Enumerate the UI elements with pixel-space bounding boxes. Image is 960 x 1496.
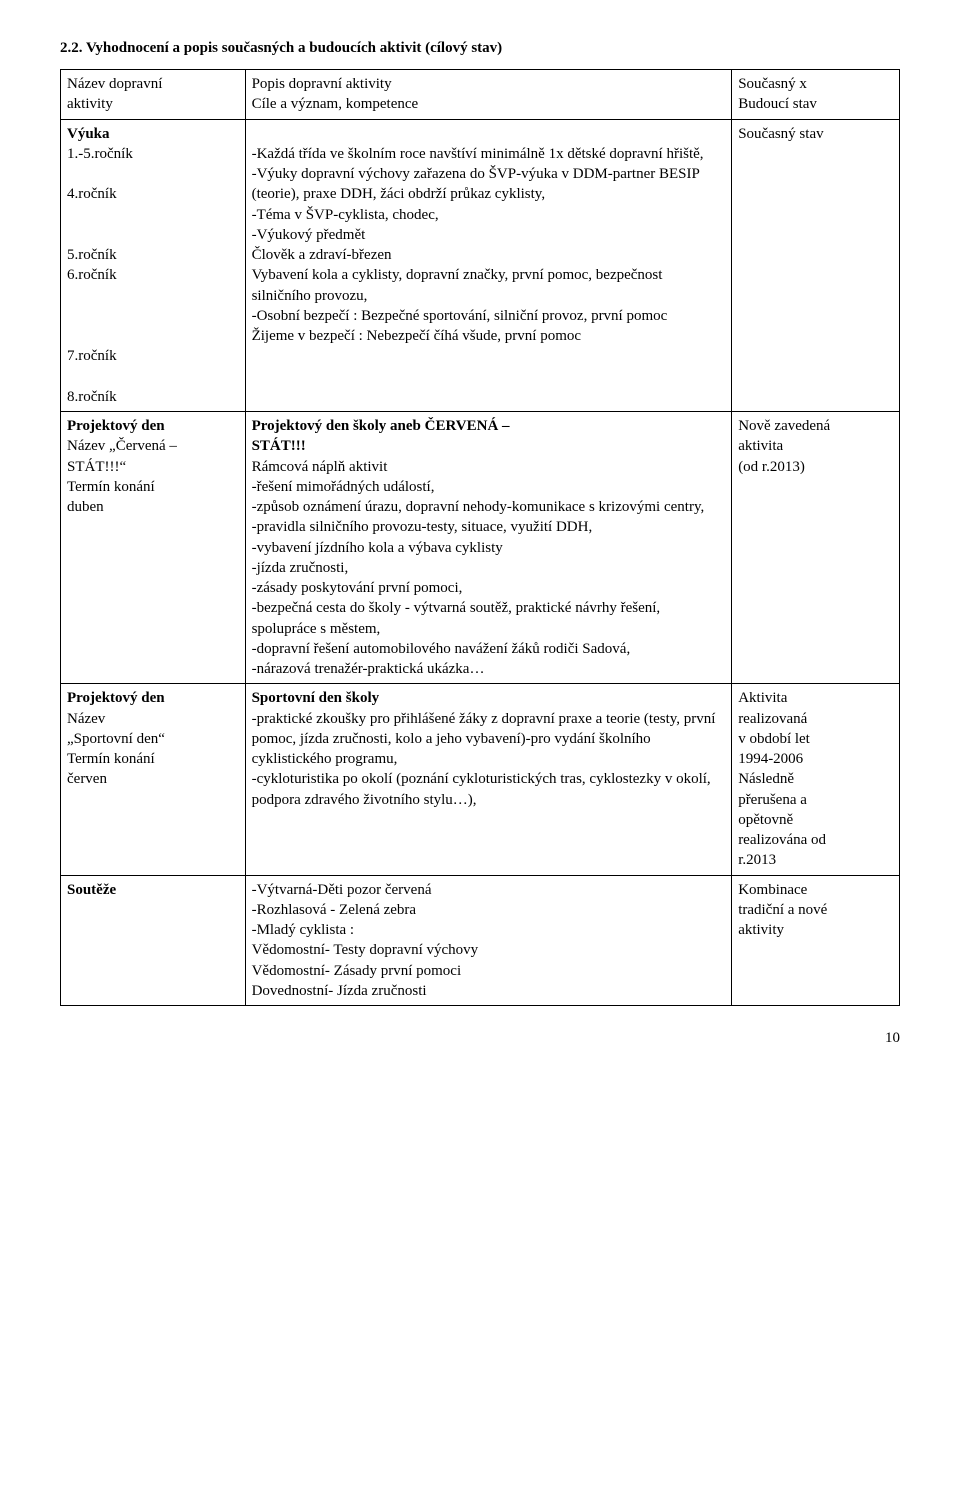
desc-line: -bezpečná cesta do školy - výtvarná sout… [252, 600, 661, 636]
desc-line: -Osobní bezpečí : Bezpečné sportování, s… [252, 308, 668, 324]
label-line: 6.ročník [67, 267, 117, 283]
table-row: Výuka 1.-5.ročník 4.ročník 5.ročník 6.ro… [61, 119, 900, 412]
right-text: opětovně [738, 812, 793, 828]
right-text: r.2013 [738, 852, 776, 868]
row3-desc: Sportovní den školy -praktické zkoušky p… [245, 684, 732, 875]
header-col2: Popis dopravní aktivity Cíle a význam, k… [245, 70, 732, 120]
desc-line: -Téma v ŠVP-cyklista, chodec, [252, 207, 439, 223]
label-line: duben [67, 499, 104, 515]
row2-desc: Projektový den školy aneb ČERVENÁ – STÁT… [245, 412, 732, 684]
label-bold: Projektový den [67, 690, 165, 706]
desc-line: -cykloturistika po okolí (poznání cyklot… [252, 771, 711, 807]
page-number: 10 [60, 1030, 900, 1047]
right-text: přerušena a [738, 792, 807, 808]
header-text: Budoucí stav [738, 96, 817, 112]
row1-desc: -Každá třída ve školním roce navštíví mi… [245, 119, 732, 412]
right-text: realizovaná [738, 711, 807, 727]
label-line: Název [67, 711, 105, 727]
label-line: Název „Červená – [67, 438, 177, 454]
right-text: aktivity [738, 922, 784, 938]
header-text: aktivity [67, 96, 113, 112]
desc-line: -Výukový předmět [252, 227, 366, 243]
row2-label: Projektový den Název „Červená – STÁT!!!“… [61, 412, 246, 684]
desc-line: -vybavení jízdního kola a výbava cyklist… [252, 540, 503, 556]
row4-label: Soutěže [61, 875, 246, 1006]
desc-line: -Výuky dopravní výchovy zařazena do ŠVP-… [252, 166, 700, 202]
desc-line: -řešení mimořádných událostí, [252, 479, 435, 495]
right-text: (od r.2013) [738, 459, 805, 475]
desc-bold-line: Sportovní den školy [252, 690, 380, 706]
table-row: Projektový den Název „Červená – STÁT!!!“… [61, 412, 900, 684]
row1-label: Výuka 1.-5.ročník 4.ročník 5.ročník 6.ro… [61, 119, 246, 412]
header-text: Popis dopravní aktivity [252, 76, 392, 92]
label-line: Termín konání [67, 479, 155, 495]
label-line: 5.ročník [67, 247, 117, 263]
right-text: Kombinace [738, 882, 807, 898]
header-text: Název dopravní [67, 76, 162, 92]
row1-right: Současný stav [732, 119, 900, 412]
desc-line: -praktické zkoušky pro přihlášené žáky z… [252, 711, 716, 768]
desc-line: Člověk a zdraví-březen [252, 247, 392, 263]
row2-right: Nově zavedená aktivita (od r.2013) [732, 412, 900, 684]
desc-line: Vědomostní- Zásady první pomoci [252, 963, 462, 979]
desc-bold-line: STÁT!!! [252, 438, 306, 454]
desc-line: -pravidla silničního provozu-testy, situ… [252, 519, 593, 535]
header-text: Cíle a význam, kompetence [252, 96, 419, 112]
desc-line: Rámcová náplň aktivit [252, 459, 388, 475]
right-text: realizována od [738, 832, 826, 848]
table-header-row: Název dopravní aktivity Popis dopravní a… [61, 70, 900, 120]
desc-line: Vědomostní- Testy dopravní výchovy [252, 942, 479, 958]
right-text: Nově zavedená [738, 418, 830, 434]
header-col3: Současný x Budoucí stav [732, 70, 900, 120]
desc-line: Žijeme v bezpečí : Nebezpečí číhá všude,… [252, 328, 581, 344]
header-col1: Název dopravní aktivity [61, 70, 246, 120]
desc-line: -Výtvarná-Děti pozor červená [252, 882, 432, 898]
label-bold: Projektový den [67, 418, 165, 434]
row3-right: Aktivita realizovaná v období let 1994-2… [732, 684, 900, 875]
label-bold: Soutěže [67, 882, 116, 898]
desc-line: -dopravní řešení automobilového navážení… [252, 641, 631, 657]
label-line: „Sportovní den“ [67, 731, 165, 747]
right-text: aktivita [738, 438, 783, 454]
label-bold: Výuka [67, 126, 110, 142]
desc-line: -Každá třída ve školním roce navštíví mi… [252, 146, 704, 162]
desc-line: -nárazová trenažér-praktická ukázka… [252, 661, 485, 677]
desc-line: Vybavení kola a cyklisty, dopravní značk… [252, 267, 663, 303]
label-line: STÁT!!!“ [67, 459, 126, 475]
desc-line: -Rozhlasová - Zelená zebra [252, 902, 417, 918]
right-text: v období let [738, 731, 810, 747]
row3-label: Projektový den Název „Sportovní den“ Ter… [61, 684, 246, 875]
section-heading: 2.2. Vyhodnocení a popis současných a bu… [60, 40, 900, 57]
label-line: 8.ročník [67, 389, 117, 405]
table-row: Projektový den Název „Sportovní den“ Ter… [61, 684, 900, 875]
right-text: tradiční a nové [738, 902, 827, 918]
label-line: 7.ročník [67, 348, 117, 364]
desc-bold-line: Projektový den školy aneb ČERVENÁ – [252, 418, 510, 434]
right-text: Aktivita [738, 690, 787, 706]
desc-line: -zásady poskytování první pomoci, [252, 580, 463, 596]
right-text: Následně [738, 771, 794, 787]
header-text: Současný x [738, 76, 807, 92]
table-row: Soutěže -Výtvarná-Děti pozor červená -Ro… [61, 875, 900, 1006]
label-line: Termín konání [67, 751, 155, 767]
desc-line: -Mladý cyklista : [252, 922, 354, 938]
desc-line: -způsob oznámení úrazu, dopravní nehody-… [252, 499, 705, 515]
label-line: 1.-5.ročník [67, 146, 133, 162]
activities-table: Název dopravní aktivity Popis dopravní a… [60, 69, 900, 1006]
right-text: Současný stav [738, 126, 823, 142]
label-line: červen [67, 771, 107, 787]
row4-desc: -Výtvarná-Děti pozor červená -Rozhlasová… [245, 875, 732, 1006]
desc-line: Dovednostní- Jízda zručnosti [252, 983, 427, 999]
row4-right: Kombinace tradiční a nové aktivity [732, 875, 900, 1006]
desc-line: -jízda zručnosti, [252, 560, 349, 576]
right-text: 1994-2006 [738, 751, 803, 767]
label-line: 4.ročník [67, 186, 117, 202]
